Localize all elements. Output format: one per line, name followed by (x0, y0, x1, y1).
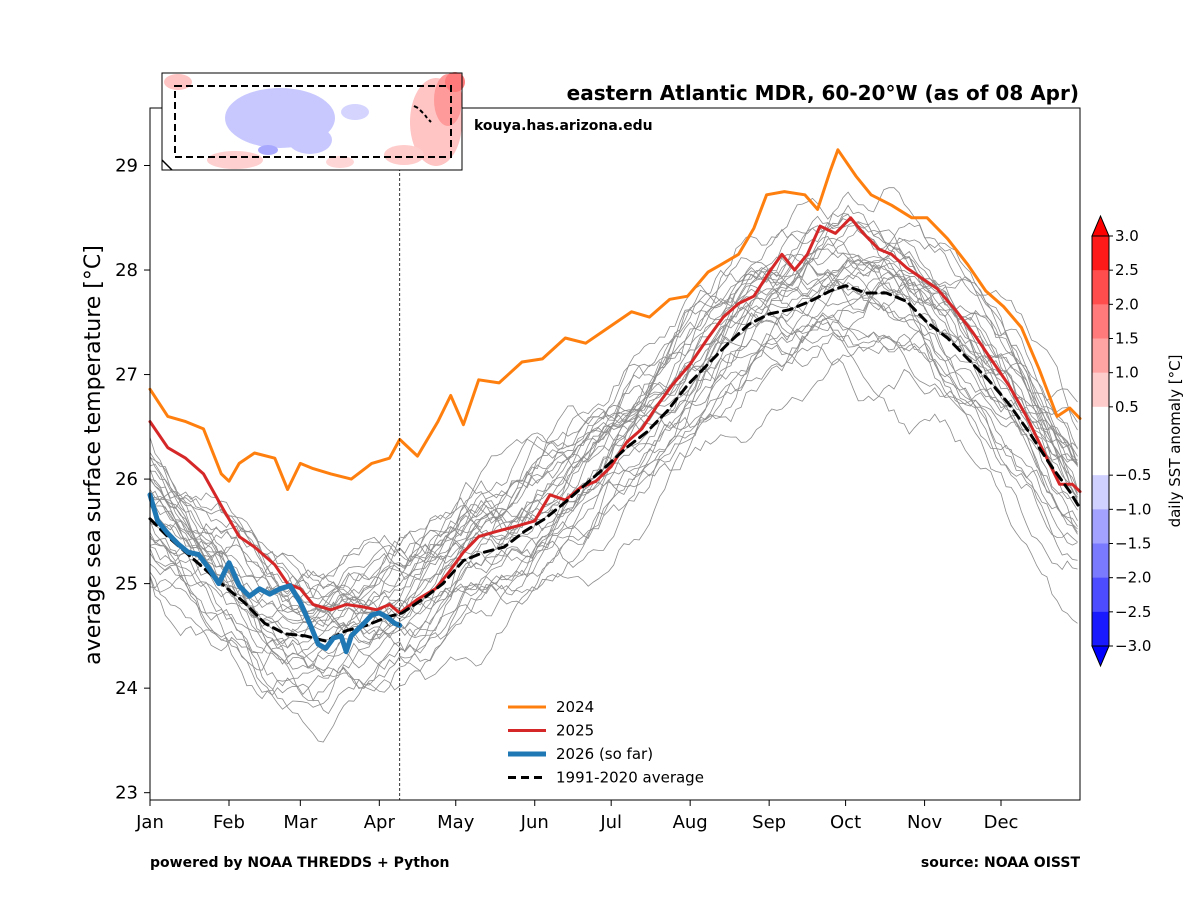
colorbar-tick-label: 1.5 (1115, 330, 1139, 348)
x-tick-label: Dec (984, 812, 1019, 833)
x-tick-label: Mar (283, 812, 318, 833)
x-tick-label: Jun (520, 812, 549, 833)
legend-label: 1991-2020 average (556, 769, 704, 787)
colorbar-tick-label: 3.0 (1115, 227, 1139, 245)
y-tick-label: 26 (115, 469, 138, 490)
website-credit: kouya.has.arizona.edu (474, 118, 653, 134)
colorbar-tick-label: 2.0 (1115, 295, 1139, 313)
y-tick-label: 25 (115, 574, 138, 595)
source-credit: source: NOAA OISST (921, 855, 1081, 871)
background-year-line (149, 314, 1078, 710)
background-year-line (149, 218, 1078, 614)
inset-anomaly-patch (258, 145, 278, 155)
colorbar: 3.0 2.5 2.0 1.5 1.0 0.5 −0.5 −1.0 −1.5 −2.0 −2.5 −3… (1091, 214, 1151, 668)
x-tick-label: May (437, 812, 475, 833)
colorbar-tick-label: −1.0 (1115, 500, 1151, 518)
colorbar-tick-label: −3.0 (1115, 637, 1151, 655)
y-axis-label: average sea surface temperature [°C] (81, 245, 106, 665)
x-tick-label: Feb (213, 812, 245, 833)
colorbar-tick-label: 0.5 (1115, 398, 1139, 416)
powered-by-credit: powered by NOAA THREDDS + Python (150, 855, 449, 871)
background-year-line (149, 312, 1078, 674)
colorbar-tick-label: −2.5 (1115, 603, 1151, 621)
colorbar-band (1092, 372, 1109, 408)
colorbar-tick-label: −1.5 (1115, 535, 1151, 553)
inset-region-box (174, 85, 452, 158)
x-tick-label: Nov (907, 812, 942, 833)
colorbar-band (1092, 611, 1109, 647)
x-tick-label: Aug (673, 812, 708, 833)
series-line-2026-so-far- (147, 492, 403, 655)
series-line-1991-2020-average (148, 284, 1082, 643)
y-tick-label: 29 (115, 155, 138, 176)
x-tick-label: Jan (135, 812, 164, 833)
inset-anomaly-patch (232, 96, 268, 120)
legend-label: 2024 (556, 698, 594, 716)
background-year-line (149, 213, 1078, 608)
colorbar-band (1092, 543, 1109, 579)
x-tick-label: Apr (364, 812, 396, 833)
background-year-line (149, 317, 1078, 715)
inset-anomaly-patch (164, 74, 192, 90)
y-tick-label: 23 (115, 783, 138, 804)
colorbar-band (1092, 270, 1109, 305)
background-year-line (149, 332, 1078, 701)
plot-frame (149, 107, 1081, 801)
x-tick-label: Sep (752, 812, 786, 833)
inset-coastline (161, 159, 173, 171)
background-year-line (149, 271, 1078, 665)
colorbar-tick-label: 2.5 (1115, 261, 1139, 279)
background-year-line (149, 246, 1078, 638)
inset-anomaly-patch (288, 126, 332, 154)
inset-anomaly-patch (326, 156, 354, 168)
chart-title: eastern Atlantic MDR, 60-20°W (as of 08 … (567, 81, 1079, 105)
colorbar-band (1092, 577, 1109, 613)
background-year-line (149, 204, 1078, 611)
background-year-line (149, 262, 1078, 689)
colorbar-band (1092, 509, 1109, 544)
background-year-line (149, 197, 1078, 599)
colorbar-band (1092, 304, 1109, 339)
background-year-line (149, 333, 1078, 700)
background-year-line (149, 314, 1078, 665)
background-year-line (149, 237, 1078, 639)
colorbar-extend-bottom (1091, 645, 1110, 668)
highlight-series (147, 148, 1082, 800)
y-tick-label: 24 (115, 678, 138, 699)
inset-anomaly-patch (207, 151, 263, 169)
inset-island-coastlines (413, 105, 432, 123)
series-line-2025 (148, 216, 1082, 615)
x-tick-label: Oct (830, 812, 861, 833)
legend-label: 2025 (556, 722, 594, 740)
colorbar-extend-top (1091, 214, 1110, 237)
series-line-2024 (148, 148, 1082, 491)
colorbar-band (1092, 475, 1109, 510)
inset-anomaly-patch (384, 145, 424, 165)
colorbar-label: daily SST anomaly [°C] (1166, 355, 1184, 528)
colorbar-band (1092, 236, 1109, 271)
inset-anomaly-patch (341, 104, 369, 120)
legend-label: 2026 (so far) (556, 745, 653, 763)
axes: 23 24 25 26 27 28 29 Jan Feb Mar Apr May Jun Jul Aug Se… (115, 107, 1081, 833)
background-year-line (149, 187, 1078, 595)
colorbar-band (1092, 338, 1109, 374)
background-year-line (149, 358, 1078, 743)
colorbar-tick-label: −2.0 (1115, 569, 1151, 587)
anomaly-map-inset (161, 72, 465, 171)
colorbar-tick-label: −0.5 (1115, 466, 1151, 484)
colorbar-frame (1091, 235, 1110, 647)
background-year-line (149, 261, 1078, 670)
legend: 2024 2025 2026 (so far) 1991-2020 average (508, 698, 704, 787)
x-tick-label: Jul (599, 812, 622, 833)
colorbar-tick-label: 1.0 (1115, 364, 1139, 382)
colorbar-band (1092, 406, 1109, 476)
inset-frame (161, 72, 463, 171)
background-year-line (149, 222, 1078, 607)
y-tick-label: 28 (115, 260, 138, 281)
y-tick-label: 27 (115, 365, 138, 386)
